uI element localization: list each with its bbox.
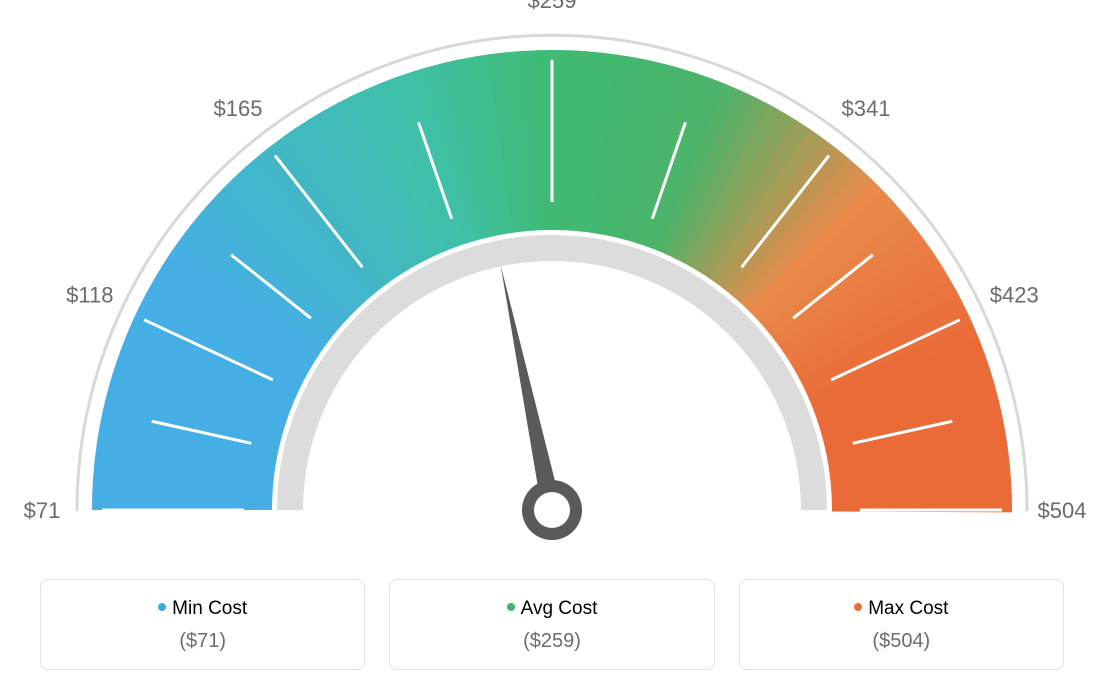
- legend-min-label: Min Cost: [172, 598, 247, 619]
- legend-avg-title: Avg Cost: [400, 598, 703, 620]
- legend-card-avg: Avg Cost ($259): [389, 579, 714, 670]
- legend-avg-dot: [507, 603, 515, 611]
- legend-min-dot: [158, 603, 166, 611]
- legend-max-label: Max Cost: [868, 598, 948, 619]
- gauge-svg: $71 $118 $165 $259 $341 $423 $504: [0, 0, 1104, 570]
- svg-text:$165: $165: [214, 96, 263, 121]
- legend-max-value: ($504): [750, 630, 1053, 653]
- legend-min-value: ($71): [51, 630, 354, 653]
- legend-avg-label: Avg Cost: [521, 598, 598, 619]
- svg-text:$423: $423: [990, 282, 1039, 307]
- legend-card-min: Min Cost ($71): [40, 579, 365, 670]
- svg-text:$259: $259: [528, 0, 577, 13]
- svg-text:$504: $504: [1038, 498, 1087, 523]
- legend-card-max: Max Cost ($504): [739, 579, 1064, 670]
- svg-text:$71: $71: [24, 498, 61, 523]
- legend-row: Min Cost ($71) Avg Cost ($259) Max Cost …: [40, 579, 1064, 670]
- svg-text:$341: $341: [842, 96, 891, 121]
- legend-max-title: Max Cost: [750, 598, 1053, 620]
- svg-text:$118: $118: [66, 282, 113, 307]
- legend-avg-value: ($259): [400, 630, 703, 653]
- legend-min-title: Min Cost: [51, 598, 354, 620]
- cost-gauge: $71 $118 $165 $259 $341 $423 $504: [0, 0, 1104, 570]
- legend-max-dot: [854, 603, 862, 611]
